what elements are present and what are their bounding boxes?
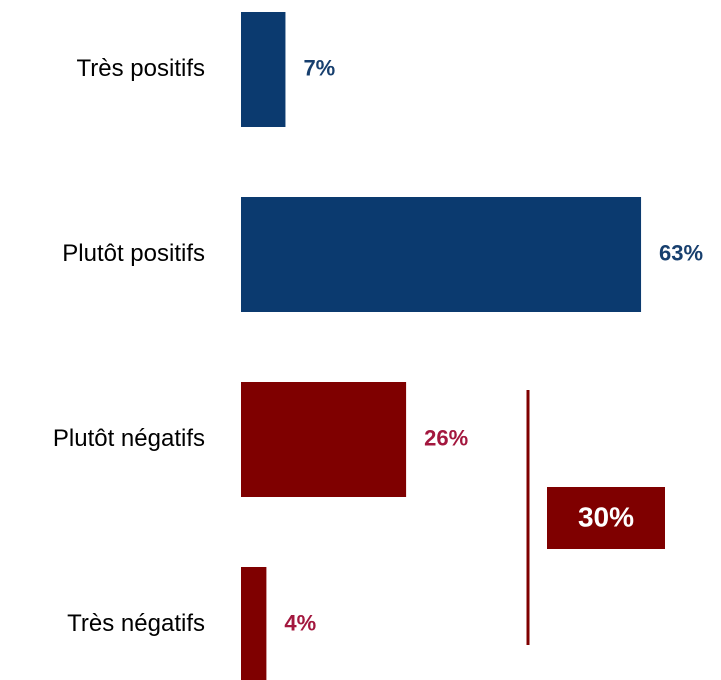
bar: [241, 567, 267, 680]
category-label: Plutôt négatifs: [53, 425, 205, 452]
annotation-box: [547, 487, 665, 549]
category-label: Très négatifs: [67, 610, 205, 637]
bar: [241, 382, 407, 497]
value-label: 63%: [659, 240, 703, 265]
category-label: Plutôt positifs: [62, 240, 205, 267]
value-label: 4%: [284, 610, 316, 635]
value-label: 26%: [424, 425, 468, 450]
category-label: Très positifs: [77, 55, 205, 82]
bar: [241, 197, 642, 312]
bar: [241, 12, 286, 127]
value-label: 7%: [303, 55, 335, 80]
annotation-label: 30%: [578, 501, 634, 532]
